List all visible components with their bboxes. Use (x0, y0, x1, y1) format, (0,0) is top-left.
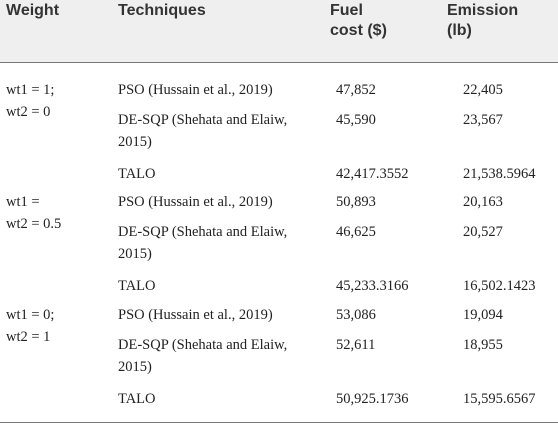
emission-cell: 15,595.6567 (463, 391, 536, 407)
header-cell: Emission (lb) (447, 2, 519, 39)
weight-line: wt1 = 0; (6, 307, 55, 323)
fuel-cost-cell: 53,086 (336, 307, 376, 323)
technique-cell: DE-SQP (Shehata and Elaiw, 2015) (118, 337, 288, 375)
emission-cell: 18,955 (463, 337, 503, 353)
fuel-cost-cell: 50,925.1736 (336, 391, 409, 407)
fuel-cost-cell: 46,625 (336, 224, 376, 240)
header-cell: Weight (6, 2, 60, 19)
fuel-cost-cell: 52,611 (336, 337, 376, 353)
header-band (0, 0, 558, 63)
technique-cell: DE-SQP (Shehata and Elaiw, 2015) (118, 112, 288, 150)
emission-cell: 20,163 (463, 194, 503, 210)
emission-cell: 20,527 (463, 224, 503, 240)
bottom-rule (0, 422, 558, 423)
emission-cell: 16,502.1423 (463, 278, 536, 294)
weight-line: wt1 = 1; (6, 82, 55, 98)
technique-cell: DE-SQP (Shehata and Elaiw, 2015) (118, 224, 288, 262)
fuel-cost-cell: 50,893 (336, 194, 376, 210)
weight-line: wt1 = (6, 194, 40, 210)
weight-line: wt2 = 1 (6, 329, 51, 345)
technique-cell: TALO (118, 166, 156, 182)
weight-line: wt2 = 0.5 (6, 216, 62, 232)
emission-cell: 21,538.5964 (463, 166, 536, 182)
weight-line: wt2 = 0 (6, 104, 51, 120)
technique-cell: TALO (118, 391, 156, 407)
emission-cell: 22,405 (463, 82, 503, 98)
header-cell: Techniques (118, 2, 206, 19)
fuel-cost-cell: 45,233.3166 (336, 278, 409, 294)
technique-cell: TALO (118, 278, 156, 294)
emission-cell: 19,094 (463, 307, 503, 323)
technique-cell: PSO (Hussain et al., 2019) (118, 82, 273, 98)
fuel-cost-cell: 42,417.3552 (336, 166, 409, 182)
technique-cell: PSO (Hussain et al., 2019) (118, 194, 273, 210)
fuel-cost-cell: 45,590 (336, 112, 376, 128)
emission-cell: 23,567 (463, 112, 503, 128)
fuel-cost-cell: 47,852 (336, 82, 376, 98)
technique-cell: PSO (Hussain et al., 2019) (118, 307, 273, 323)
header-cell: Fuel cost ($) (330, 2, 387, 39)
